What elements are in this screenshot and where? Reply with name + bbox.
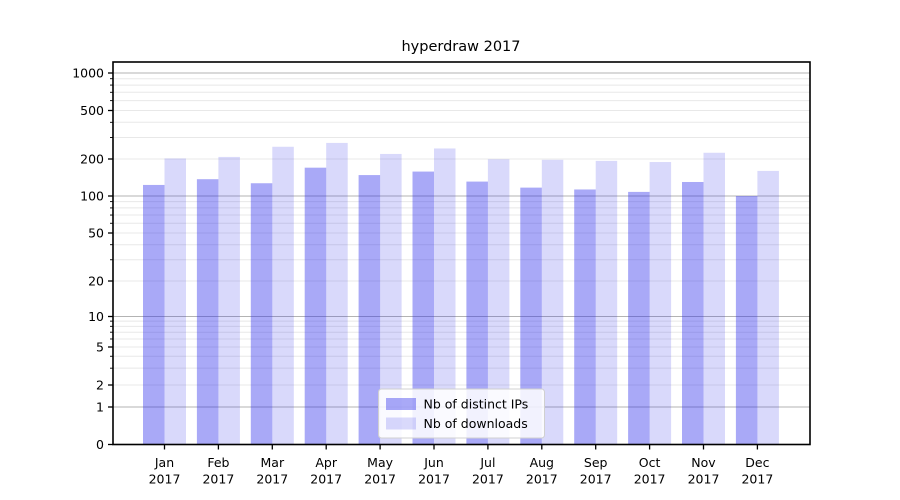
x-tick-label-month: Aug bbox=[530, 455, 554, 470]
bar-ips-jun bbox=[412, 171, 434, 445]
x-tick-label-month: Jul bbox=[479, 455, 495, 470]
bar-downloads-apr bbox=[326, 142, 348, 445]
legend-swatch-downloads bbox=[386, 417, 416, 430]
x-tick-label-year: 2017 bbox=[149, 472, 181, 487]
x-tick-label-year: 2017 bbox=[741, 472, 773, 487]
bar-downloads-nov bbox=[703, 152, 725, 445]
x-tick-label-year: 2017 bbox=[310, 472, 342, 487]
y-tick-label: 1000 bbox=[72, 65, 104, 80]
legend-swatch-ips bbox=[386, 398, 416, 410]
bar-ips-feb bbox=[196, 179, 219, 445]
bar-ips-nov bbox=[682, 181, 704, 445]
x-tick-label-year: 2017 bbox=[364, 472, 396, 487]
bar-downloads-aug bbox=[541, 159, 564, 445]
legend-box bbox=[378, 388, 545, 439]
x-tick-label-year: 2017 bbox=[472, 472, 504, 487]
x-tick-label-month: Jan bbox=[154, 455, 174, 470]
legend-label: Nb of downloads bbox=[424, 416, 528, 431]
bar-ips-aug bbox=[520, 187, 542, 445]
x-tick-label-month: Apr bbox=[315, 455, 337, 470]
x-tick-label-month: May bbox=[367, 455, 393, 470]
bar-ips-sep bbox=[574, 189, 596, 445]
y-tick-label: 5 bbox=[96, 339, 104, 354]
legend: Nb of distinct IPs Nb of downloads bbox=[378, 388, 545, 439]
x-tick-label-month: Nov bbox=[691, 455, 716, 470]
y-tick-label: 50 bbox=[88, 225, 104, 240]
y-tick-label: 500 bbox=[80, 103, 104, 118]
y-axis: 0 1 2 5 10 20 50 100 200 500 1000 bbox=[72, 65, 113, 452]
y-tick-label: 200 bbox=[80, 151, 104, 166]
x-tick-label-month: Sep bbox=[584, 455, 608, 470]
bar-downloads-mar bbox=[272, 146, 294, 445]
x-tick-label-month: Oct bbox=[639, 455, 661, 470]
bar-downloads-dec bbox=[757, 170, 779, 445]
y-tick-label: 100 bbox=[80, 188, 104, 203]
x-tick-label-year: 2017 bbox=[256, 472, 288, 487]
x-tick-label-year: 2017 bbox=[418, 472, 450, 487]
x-tick-label-year: 2017 bbox=[580, 472, 612, 487]
bar-ips-jul bbox=[466, 181, 488, 445]
y-tick-label: 10 bbox=[88, 309, 104, 324]
y-tick-label: 2 bbox=[96, 377, 104, 392]
bar-downloads-jan bbox=[164, 158, 186, 445]
bar-ips-mar bbox=[250, 183, 273, 445]
bar-downloads-jul bbox=[487, 159, 510, 445]
bar-ips-oct bbox=[628, 191, 650, 445]
x-tick-label-year: 2017 bbox=[202, 472, 234, 487]
x-tick-label-month: Mar bbox=[261, 455, 285, 470]
minor-gridlines bbox=[113, 78, 810, 386]
y-tick-label: 1 bbox=[96, 399, 104, 414]
bar-ips-jan bbox=[143, 184, 165, 445]
bar-ips-may bbox=[358, 175, 381, 445]
bars bbox=[143, 142, 779, 445]
x-tick-label-year: 2017 bbox=[526, 472, 558, 487]
bar-ips-apr bbox=[304, 167, 327, 445]
x-axis: Jan 2017 Feb 2017 Mar 2017 Apr 2017 May 2017 Jun 20… bbox=[149, 444, 773, 487]
axes-box bbox=[112, 61, 811, 446]
bar-downloads-jun bbox=[434, 148, 456, 445]
bar-downloads-oct bbox=[649, 162, 672, 445]
legend-label: Nb of distinct IPs bbox=[424, 397, 529, 412]
bar-ips-dec bbox=[735, 196, 758, 445]
bar-downloads-feb bbox=[218, 156, 240, 445]
x-tick-label-month: Jun bbox=[423, 455, 444, 470]
bar-downloads-may bbox=[380, 153, 402, 445]
x-tick-label-year: 2017 bbox=[634, 472, 666, 487]
bar-downloads-sep bbox=[595, 160, 618, 445]
chart-title: hyperdraw 2017 bbox=[401, 39, 520, 55]
x-tick-label-month: Dec bbox=[745, 455, 769, 470]
axes-spines bbox=[112, 61, 811, 446]
y-tick-label: 0 bbox=[96, 437, 104, 452]
x-tick-label-month: Feb bbox=[207, 455, 229, 470]
x-tick-label-year: 2017 bbox=[688, 472, 720, 487]
y-tick-label: 20 bbox=[88, 273, 104, 288]
